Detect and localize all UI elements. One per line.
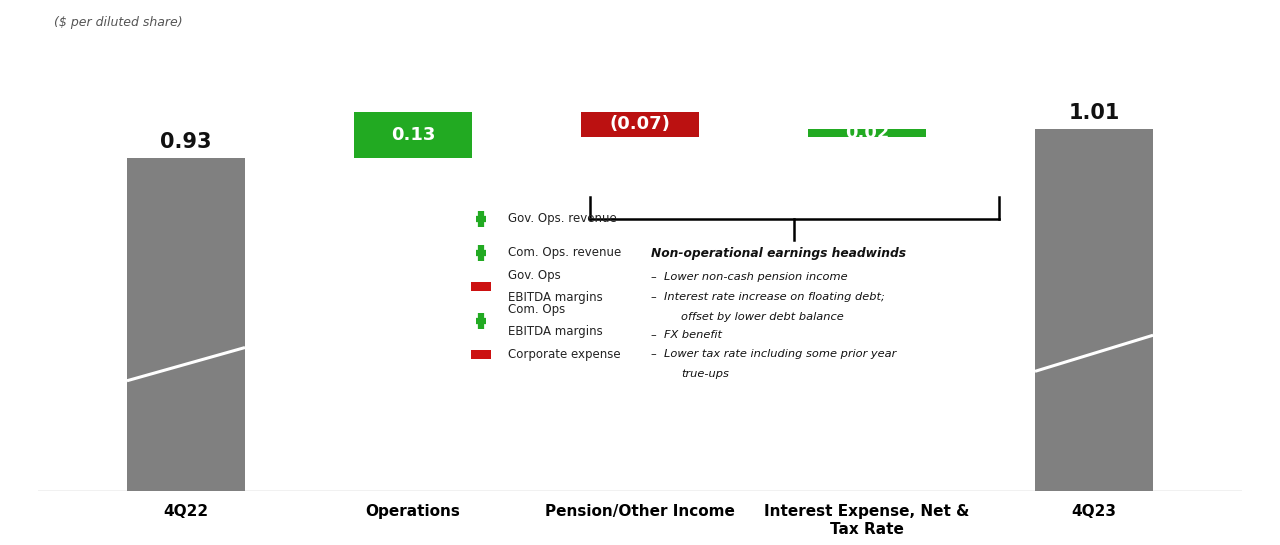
Text: –  Interest rate increase on floating debt;: – Interest rate increase on floating deb…	[652, 292, 886, 302]
Text: Com. Ops: Com. Ops	[508, 304, 566, 317]
Text: offset by lower debt balance: offset by lower debt balance	[681, 312, 844, 322]
Text: –  Lower tax rate including some prior year: – Lower tax rate including some prior ye…	[652, 349, 896, 359]
Text: true-ups: true-ups	[681, 369, 728, 379]
Text: Gov. Ops. revenue: Gov. Ops. revenue	[508, 213, 617, 225]
Bar	[471, 282, 490, 291]
Text: –  Lower non-cash pension income: – Lower non-cash pension income	[652, 272, 847, 282]
Text: 1.01: 1.01	[1069, 103, 1120, 123]
Bar	[1036, 129, 1153, 490]
Bar	[127, 158, 244, 490]
Bar	[471, 350, 490, 359]
Bar	[808, 129, 925, 137]
Text: 0.02: 0.02	[845, 124, 890, 142]
Text: EBITDA margins: EBITDA margins	[508, 291, 603, 304]
Text: 0.93: 0.93	[160, 131, 211, 152]
Text: 0.13: 0.13	[390, 126, 435, 144]
Text: Gov. Ops: Gov. Ops	[508, 269, 561, 282]
Text: EBITDA margins: EBITDA margins	[508, 325, 603, 338]
Text: Corporate expense: Corporate expense	[508, 348, 621, 361]
Text: –  FX benefit: – FX benefit	[652, 330, 722, 340]
Bar	[581, 112, 699, 137]
Bar	[355, 112, 472, 158]
Text: Com. Ops. revenue: Com. Ops. revenue	[508, 246, 622, 259]
Text: Non-operational earnings headwinds: Non-operational earnings headwinds	[652, 247, 906, 261]
Text: ($ per diluted share): ($ per diluted share)	[54, 16, 182, 29]
Text: (0.07): (0.07)	[609, 115, 671, 133]
